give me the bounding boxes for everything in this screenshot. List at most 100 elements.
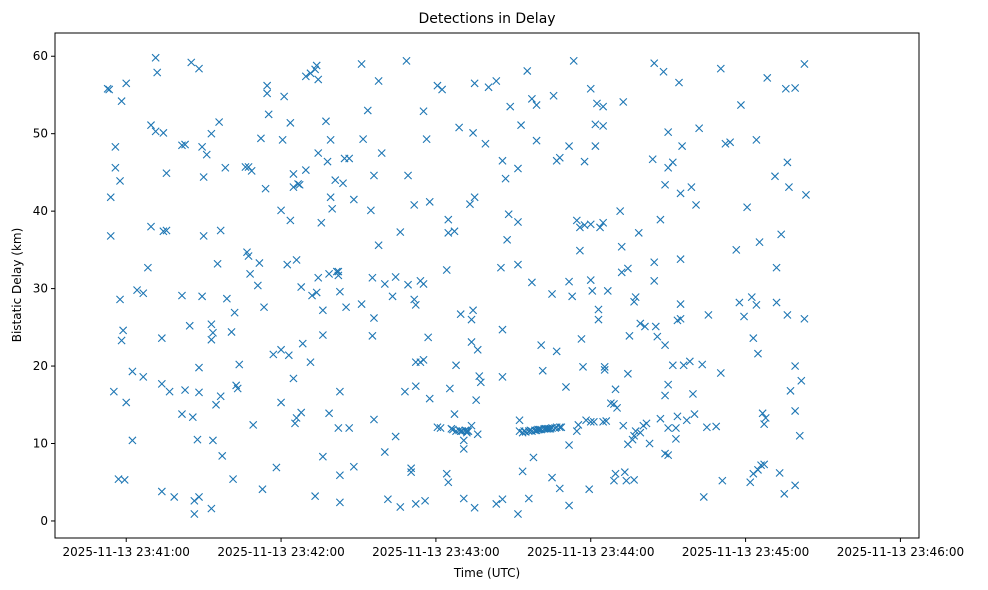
data-point [469, 306, 478, 315]
data-point [746, 478, 755, 487]
data-point [630, 475, 639, 484]
data-point [642, 419, 651, 428]
data-point [484, 83, 493, 92]
data-point [617, 242, 626, 251]
data-point [588, 286, 597, 295]
data-point [450, 410, 459, 419]
data-point [425, 394, 434, 403]
data-point [318, 331, 327, 340]
data-point [369, 415, 378, 424]
data-point [513, 260, 522, 269]
data-point [648, 155, 657, 164]
data-point [752, 135, 761, 144]
data-point [255, 259, 264, 268]
data-point [565, 277, 574, 286]
data-point [122, 398, 131, 407]
data-point [334, 271, 343, 280]
data-point [518, 467, 527, 476]
data-point [198, 142, 207, 151]
data-point [656, 414, 665, 423]
data-point [295, 180, 304, 189]
data-point [147, 121, 155, 130]
data-point [623, 264, 632, 273]
data-point [470, 503, 479, 512]
data-point [585, 485, 594, 494]
data-point [229, 475, 238, 484]
data-point [469, 128, 478, 137]
data-point [599, 218, 608, 227]
data-point [783, 310, 792, 319]
data-point [552, 347, 561, 356]
data-point [207, 129, 216, 138]
data-point [410, 295, 419, 304]
data-point [537, 341, 546, 350]
data-point [444, 228, 453, 237]
data-point [772, 263, 781, 272]
data-point [472, 396, 481, 405]
data-point [298, 339, 307, 348]
data-point [317, 218, 326, 227]
data-point [594, 305, 603, 314]
data-point [532, 101, 541, 110]
data-point [579, 362, 587, 371]
y-tick-label: 40 [33, 204, 48, 218]
data-point [795, 431, 804, 440]
data-point [678, 142, 687, 151]
data-point [549, 91, 558, 100]
data-point [339, 179, 347, 188]
data-point [328, 204, 337, 213]
data-point [455, 123, 464, 132]
data-point [577, 334, 586, 343]
data-point [586, 417, 595, 426]
data-point [400, 387, 409, 396]
data-point [800, 59, 809, 68]
x-tick-label: 2025-11-13 23:41:00 [62, 545, 189, 559]
data-point [600, 362, 609, 371]
data-point [586, 84, 595, 93]
data-point [109, 387, 118, 396]
data-point [498, 325, 507, 334]
data-point [524, 494, 533, 503]
data-point [181, 140, 190, 149]
data-point [139, 289, 148, 298]
data-point [422, 135, 431, 144]
data-point [277, 345, 286, 354]
y-tick-label: 20 [33, 359, 48, 373]
data-point [513, 510, 522, 518]
data-point [151, 127, 160, 136]
data-point [702, 423, 711, 432]
data-point [619, 97, 628, 106]
data-point [105, 85, 114, 94]
data-point [241, 163, 250, 171]
data-point [221, 163, 230, 172]
y-tick-label: 10 [33, 437, 48, 451]
data-point [616, 207, 625, 216]
data-point [664, 451, 673, 460]
data-point [569, 56, 578, 65]
data-point [133, 286, 142, 295]
data-point [513, 164, 522, 173]
data-point [216, 392, 225, 401]
data-point [402, 56, 411, 65]
data-point [244, 252, 253, 261]
data-point [442, 469, 451, 478]
data-point [661, 391, 670, 400]
data-point [292, 255, 301, 264]
data-point [216, 226, 225, 235]
data-point [442, 266, 451, 274]
data-point [419, 107, 428, 116]
data-point [331, 176, 340, 185]
data-point [349, 195, 358, 204]
data-point [664, 128, 673, 137]
data-point [555, 484, 564, 493]
data-point [676, 314, 685, 323]
data-point [380, 279, 389, 288]
data-point [498, 372, 507, 381]
data-point [594, 315, 603, 324]
data-point [763, 73, 772, 82]
data-point [476, 378, 485, 387]
data-point [548, 290, 557, 299]
data-point [704, 310, 713, 319]
data-point [622, 476, 631, 485]
data-point [445, 384, 454, 393]
